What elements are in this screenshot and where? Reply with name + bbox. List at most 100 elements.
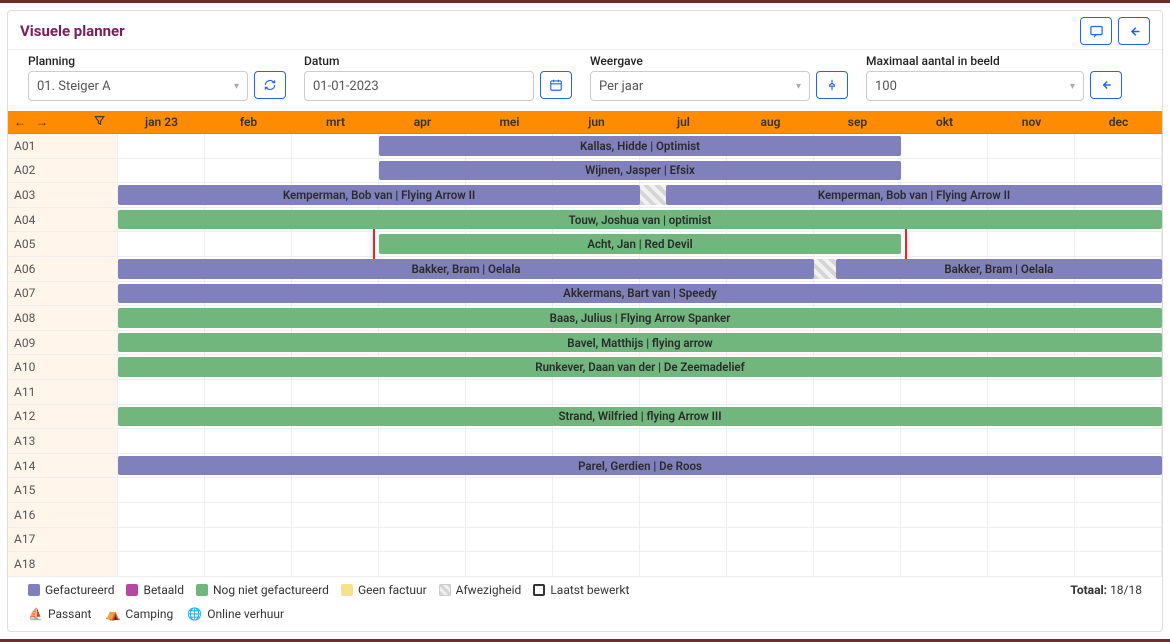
row-label: A01 [8, 134, 118, 158]
row-track [118, 528, 1162, 552]
absence-block [640, 185, 666, 205]
view-label: Weergave [590, 54, 848, 68]
row-label: A16 [8, 503, 118, 527]
row-track: Runkever, Daan van der | De Zeemadelief [118, 355, 1162, 379]
row-label: A11 [8, 380, 118, 404]
gantt-row: A08Baas, Julius | Flying Arrow Spanker [8, 306, 1162, 331]
caret-down-icon: ▾ [1070, 81, 1075, 92]
swatch-geenfactuur [341, 584, 353, 596]
row-label: A18 [8, 552, 118, 576]
month-column: mrt [292, 115, 379, 129]
row-track: Bakker, Bram | Oelala Bakker, Bram | Oela… [118, 257, 1162, 281]
row-track [118, 552, 1162, 576]
row-label: A08 [8, 306, 118, 330]
view-select[interactable]: Per jaar ▾ [590, 71, 810, 101]
gantt-bar[interactable]: Touw, Joshua van | optimist [118, 210, 1162, 230]
row-label: A06 [8, 257, 118, 281]
row-label: A10 [8, 355, 118, 379]
apply-button[interactable] [1090, 71, 1122, 99]
gantt-bar[interactable]: Parel, Gerdien | De Roos [118, 456, 1162, 476]
row-label: A14 [8, 454, 118, 478]
legend-passant: Passant [48, 607, 92, 621]
legend-laatst: Laatst bewerkt [550, 583, 629, 597]
next-period-button[interactable]: → [36, 115, 48, 129]
gantt-row: A09Bavel, Matthijs | flying arrow [8, 331, 1162, 356]
month-column: okt [901, 115, 988, 129]
gantt-row: A17 [8, 528, 1162, 553]
total-value: 18/18 [1110, 583, 1142, 597]
gantt-bar[interactable]: Baas, Julius | Flying Arrow Spanker [118, 308, 1162, 328]
calendar-button[interactable] [540, 71, 572, 99]
refresh-icon [263, 78, 277, 92]
max-label: Maximaal aantal in beeld [866, 54, 1122, 68]
pin-button[interactable] [816, 71, 848, 99]
chat-icon [1089, 24, 1104, 39]
gantt-bar[interactable]: Strand, Wilfried | flying Arrow III [118, 407, 1162, 427]
arrow-left-icon [1099, 78, 1113, 92]
gantt-bar[interactable]: Wijnen, Jasper | Efsix [379, 161, 901, 181]
planning-value: 01. Steiger A [37, 79, 111, 94]
feedback-button[interactable] [1080, 17, 1112, 45]
gantt-row: A03Kemperman, Bob van | Flying Arrow IIK… [8, 183, 1162, 208]
gantt-bar[interactable]: Kemperman, Bob van | Flying Arrow II [118, 185, 640, 205]
pin-icon [825, 78, 839, 92]
swatch-nogniet [196, 584, 208, 596]
gantt-row: A13 [8, 429, 1162, 454]
gantt-bar[interactable]: Bakker, Bram | Oelala [836, 259, 1162, 279]
legend-geenfactuur: Geen factuur [358, 583, 427, 597]
month-column: jun [553, 115, 640, 129]
gantt-row: A01 Kallas, Hidde | Optimist [8, 134, 1162, 159]
row-label: A13 [8, 429, 118, 453]
boat-icon: ⛵ [28, 607, 43, 621]
gantt-bar[interactable]: Bakker, Bram | Oelala [118, 259, 814, 279]
caret-down-icon: ▾ [796, 81, 801, 92]
swatch-laatst [533, 584, 545, 596]
gantt-row: A11 [8, 380, 1162, 405]
row-track [118, 478, 1162, 502]
back-button[interactable] [1118, 17, 1150, 45]
row-track [118, 503, 1162, 527]
gantt-row: A10Runkever, Daan van der | De Zeemadeli… [8, 355, 1162, 380]
gantt-bar[interactable]: Kemperman, Bob van | Flying Arrow II [666, 185, 1162, 205]
gantt-bar[interactable]: Runkever, Daan van der | De Zeemadelief [118, 357, 1162, 377]
gantt-row: A16 [8, 503, 1162, 528]
planning-select[interactable]: 01. Steiger A ▾ [28, 71, 248, 101]
max-value: 100 [875, 79, 897, 94]
gantt-bar[interactable]: Bavel, Matthijs | flying arrow [118, 333, 1162, 353]
refresh-button[interactable] [254, 71, 286, 99]
max-select[interactable]: 100 ▾ [866, 71, 1084, 101]
gantt-row: A06Bakker, Bram | OelalaBakker, Bram | O… [8, 257, 1162, 282]
swatch-gefactureerd [28, 584, 40, 596]
row-label: A02 [8, 159, 118, 183]
gantt-bar[interactable]: Akkermans, Bart van | Speedy [118, 284, 1162, 304]
row-label: A05 [8, 232, 118, 256]
row-label: A07 [8, 282, 118, 306]
month-column: jan 23 [118, 115, 205, 129]
gantt-row: A15 [8, 478, 1162, 503]
row-track [118, 380, 1162, 404]
gantt-row: A14Parel, Gerdien | De Roos [8, 454, 1162, 479]
gantt-bar[interactable]: Kallas, Hidde | Optimist [379, 136, 901, 156]
calendar-icon [549, 78, 563, 92]
row-track: Touw, Joshua van | optimist [118, 208, 1162, 232]
row-track: Baas, Julius | Flying Arrow Spanker [118, 306, 1162, 330]
row-track: Kemperman, Bob van | Flying Arrow II Kemp… [118, 183, 1162, 207]
page-title: Visuele planner [20, 22, 125, 40]
gantt-row: A18 [8, 552, 1162, 577]
row-track: Kallas, Hidde | Optimist [118, 134, 1162, 158]
row-label: A09 [8, 331, 118, 355]
prev-period-button[interactable]: ← [14, 115, 26, 129]
row-track [118, 429, 1162, 453]
row-track: Wijnen, Jasper | Efsix [118, 159, 1162, 183]
row-track: Acht, Jan | Red Devil [118, 232, 1162, 256]
date-label: Datum [304, 54, 572, 68]
arrow-left-icon [1127, 24, 1142, 39]
row-label: A15 [8, 478, 118, 502]
month-column: apr [379, 115, 466, 129]
gantt-row: A12Strand, Wilfried | flying Arrow III [8, 405, 1162, 430]
month-column: nov [988, 115, 1075, 129]
month-column: sep [814, 115, 901, 129]
gantt-bar[interactable]: Acht, Jan | Red Devil [379, 234, 901, 254]
filter-button[interactable] [93, 114, 112, 130]
date-input[interactable]: 01-01-2023 [304, 71, 534, 101]
